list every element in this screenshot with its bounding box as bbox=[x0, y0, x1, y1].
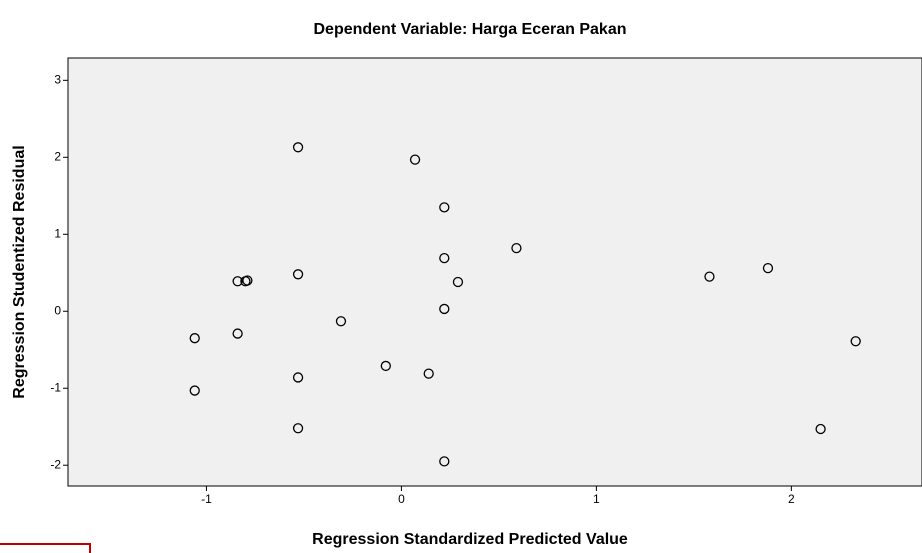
point bbox=[240, 276, 251, 287]
point bbox=[232, 276, 243, 287]
point bbox=[704, 271, 715, 282]
point bbox=[292, 142, 304, 153]
y-tick-label: 0 bbox=[54, 303, 61, 317]
y-tick-label: 1 bbox=[54, 226, 61, 240]
point bbox=[232, 328, 243, 339]
point bbox=[439, 252, 450, 264]
point bbox=[815, 423, 826, 435]
point bbox=[189, 333, 200, 344]
y-tick-label: -1 bbox=[50, 380, 61, 394]
point bbox=[189, 385, 200, 396]
point bbox=[439, 202, 450, 213]
point bbox=[292, 372, 304, 383]
point bbox=[292, 269, 304, 280]
point bbox=[292, 423, 304, 434]
x-axis-label: Regression Standardized Predicted Value bbox=[312, 531, 628, 548]
point bbox=[452, 276, 464, 288]
y-tick-label: 3 bbox=[54, 72, 61, 86]
y-tick-label: 2 bbox=[54, 149, 61, 163]
point bbox=[762, 263, 774, 274]
point bbox=[511, 242, 522, 254]
point bbox=[423, 368, 434, 379]
point bbox=[850, 336, 861, 347]
point bbox=[335, 316, 347, 327]
y-tick-label: -2 bbox=[50, 457, 61, 471]
x-tick-label: 1 bbox=[593, 492, 600, 506]
point bbox=[439, 303, 450, 315]
y-axis-label: Regression Studentized Residual bbox=[11, 145, 28, 398]
highlight-box bbox=[0, 543, 91, 553]
point bbox=[409, 154, 421, 165]
point bbox=[380, 360, 391, 372]
x-tick-label: -1 bbox=[201, 492, 212, 506]
plot-area bbox=[67, 57, 922, 487]
chart-title: Dependent Variable: Harga Eceran Pakan bbox=[313, 21, 626, 38]
point bbox=[439, 456, 450, 467]
x-tick-label: 2 bbox=[788, 492, 795, 506]
x-tick-label: 0 bbox=[398, 492, 405, 506]
